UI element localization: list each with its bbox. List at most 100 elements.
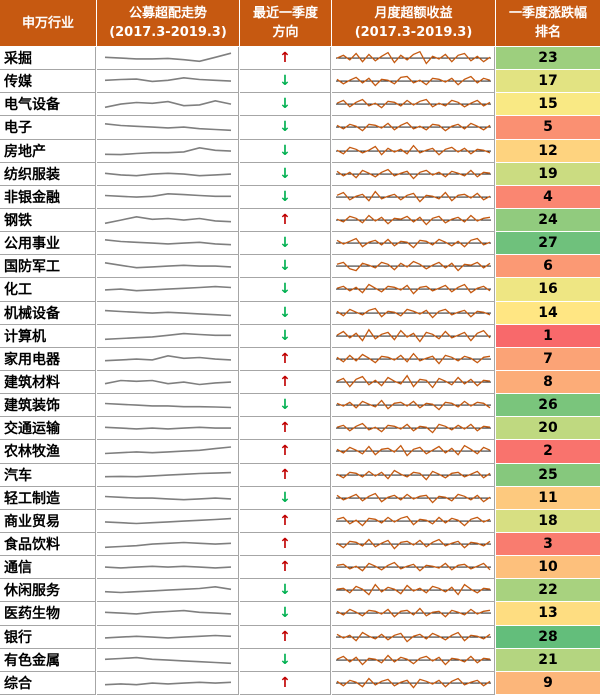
excess-cell — [332, 209, 495, 233]
header-trend: 公募超配走势 (2017.3-2019.3) — [97, 0, 239, 46]
rank-value: 6 — [496, 255, 600, 279]
excess-line — [336, 50, 491, 65]
trend-cell — [97, 486, 239, 510]
industry-name: 有色金属 — [0, 648, 96, 672]
trend-line — [104, 192, 231, 198]
excess-cell — [332, 70, 495, 94]
arrow-down-icon: ↓ — [240, 579, 331, 603]
excess-line — [336, 631, 491, 643]
industry-name: 银行 — [0, 625, 96, 649]
table-row: 家用电器 ↑ 7 — [0, 347, 600, 371]
header-industry-label: 申万行业 — [21, 15, 74, 31]
rank-value: 20 — [496, 417, 600, 441]
trend-sparkline — [104, 446, 232, 455]
table-row: 计算机 ↓ 1 — [0, 324, 600, 348]
table-row: 建筑装饰 ↓ 26 — [0, 394, 600, 418]
arrow-down-icon: ↓ — [240, 278, 331, 302]
trend-sparkline — [104, 262, 232, 269]
trend-cell — [97, 209, 239, 233]
trend-line — [104, 471, 232, 478]
excess-sparkline — [336, 561, 491, 572]
trend-line — [104, 495, 232, 501]
trend-line — [104, 426, 231, 430]
industry-name: 钢铁 — [0, 209, 96, 233]
industry-name: 房地产 — [0, 139, 96, 163]
arrow-up-icon: ↑ — [240, 671, 331, 695]
trend-cell — [97, 602, 239, 626]
industry-name: 非银金融 — [0, 185, 96, 209]
excess-sparkline — [336, 607, 491, 619]
trend-cell — [97, 232, 239, 256]
excess-sparkline — [336, 469, 491, 481]
excess-line — [336, 237, 491, 249]
trend-sparkline — [104, 379, 232, 386]
trend-line — [104, 681, 232, 686]
industry-name: 国防军工 — [0, 255, 96, 279]
arrow-up-icon: ↑ — [240, 440, 331, 464]
arrow-down-icon: ↓ — [240, 93, 331, 117]
rank-value: 13 — [496, 602, 600, 626]
industry-name: 休闲服务 — [0, 579, 96, 603]
excess-cell — [332, 556, 495, 580]
trend-line — [104, 634, 232, 639]
trend-sparkline — [104, 286, 232, 292]
excess-line — [336, 307, 491, 319]
excess-line — [336, 352, 491, 365]
excess-line — [336, 168, 491, 180]
trend-line — [104, 656, 232, 664]
excess-cell — [332, 301, 495, 325]
header-rank: 一季度涨跌幅 排名 — [496, 0, 600, 46]
trend-sparkline — [104, 402, 232, 409]
table-row: 食品饮料 ↑ 3 — [0, 533, 600, 557]
trend-cell — [97, 301, 239, 325]
arrow-down-icon: ↓ — [240, 70, 331, 94]
table-row: 国防军工 ↓ 6 — [0, 255, 600, 279]
excess-cell — [332, 116, 495, 140]
table-row: 商业贸易 ↑ 18 — [0, 509, 600, 533]
rank-value: 2 — [496, 440, 600, 464]
arrow-down-icon: ↓ — [240, 139, 331, 163]
arrow-up-icon: ↑ — [240, 533, 331, 557]
trend-cell — [97, 463, 239, 487]
rank-value: 15 — [496, 93, 600, 117]
header-rank-label: 一季度涨跌幅 — [508, 6, 587, 21]
trend-cell — [97, 417, 239, 441]
trend-cell — [97, 671, 239, 695]
industry-name: 汽车 — [0, 463, 96, 487]
excess-line — [336, 538, 491, 550]
trend-cell — [97, 579, 239, 603]
excess-line — [336, 677, 491, 689]
trend-cell — [97, 625, 239, 649]
trend-cell — [97, 533, 239, 557]
arrow-up-icon: ↑ — [240, 347, 331, 371]
table-row: 非银金融 ↓ 4 — [0, 185, 600, 209]
trend-sparkline — [104, 52, 232, 63]
trend-sparkline — [104, 634, 232, 639]
industry-name: 公用事业 — [0, 232, 96, 256]
excess-cell — [332, 671, 495, 695]
trend-line — [104, 332, 231, 340]
table-row: 化工 ↓ 16 — [0, 278, 600, 302]
trend-line — [104, 517, 232, 525]
header-trend-label: 公募超配走势 — [128, 6, 207, 21]
table-row: 医药生物 ↓ 13 — [0, 602, 600, 626]
trend-line — [104, 52, 232, 63]
trend-cell — [97, 556, 239, 580]
rank-value: 14 — [496, 301, 600, 325]
trend-sparkline — [104, 239, 232, 246]
arrow-down-icon: ↓ — [240, 324, 331, 348]
trend-line — [104, 146, 232, 155]
trend-sparkline — [104, 586, 232, 594]
trend-line — [104, 402, 232, 409]
rank-value: 26 — [496, 394, 600, 418]
excess-sparkline — [336, 399, 491, 411]
rank-value: 1 — [496, 324, 600, 348]
excess-line — [336, 261, 491, 272]
excess-cell — [332, 324, 495, 348]
arrow-down-icon: ↓ — [240, 602, 331, 626]
excess-cell — [332, 162, 495, 186]
excess-line — [336, 75, 491, 87]
arrow-up-icon: ↑ — [240, 463, 331, 487]
excess-line — [336, 515, 491, 527]
excess-line — [336, 469, 491, 481]
